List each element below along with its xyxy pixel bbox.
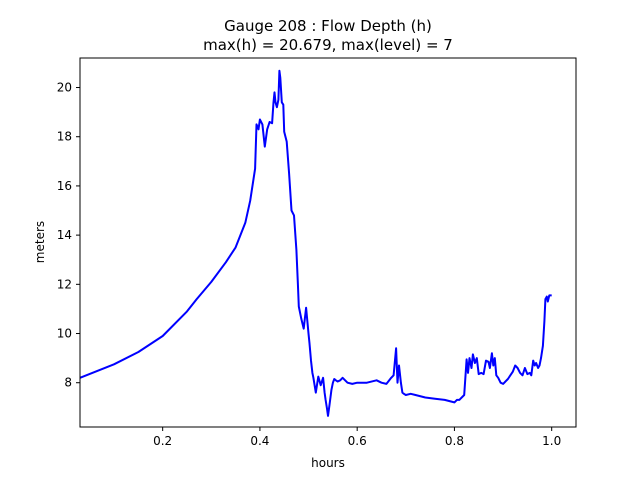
series-line-flow-depth [79,69,552,417]
x-tick-label: 0.8 [445,434,464,448]
x-tick-label: 0.6 [348,434,367,448]
plot-area [79,57,577,428]
x-axis-label: hours [311,456,345,470]
x-axis-ticks: 0.2 0.4 0.6 0.8 1.0 [153,427,561,448]
y-axis-label: meters [33,221,47,263]
y-tick-label: 8 [64,376,72,390]
x-tick-label: 0.4 [250,434,269,448]
y-tick-label: 16 [57,179,72,193]
chart-title-line2: max(h) = 20.679, max(level) = 7 [203,36,453,54]
x-tick-label: 0.2 [153,434,172,448]
y-tick-label: 20 [57,81,72,95]
y-tick-label: 14 [57,228,72,242]
x-tick-label: 1.0 [542,434,561,448]
axes-frame [79,57,577,428]
chart-title-line1: Gauge 208 : Flow Depth (h) [224,17,432,35]
y-axis-ticks: 8 10 12 14 16 18 20 [57,81,80,390]
y-tick-label: 18 [57,130,72,144]
y-tick-label: 12 [57,277,72,291]
y-tick-label: 10 [57,327,72,341]
